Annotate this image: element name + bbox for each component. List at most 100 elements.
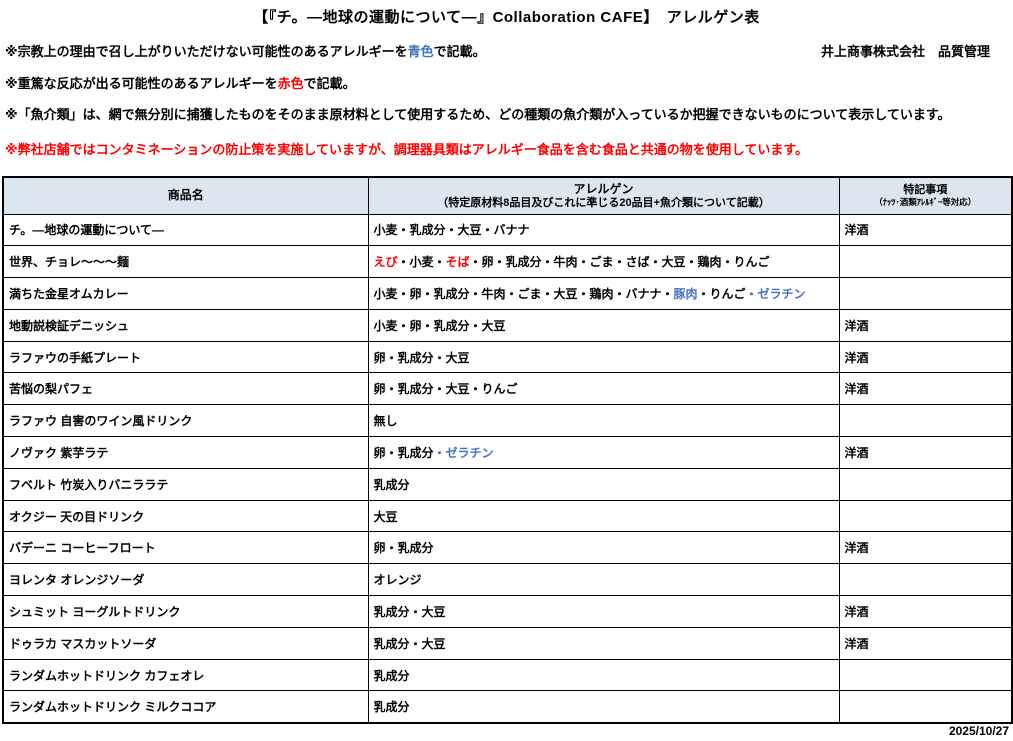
note-religious-allergy: ※宗教上の理由で召し上がりいただけない可能性のあるアレルギーを青色で記載。 [5, 41, 486, 60]
text-segment: 乳成分 [373, 668, 410, 683]
text-segment: ・ゼラチン [433, 445, 494, 460]
table-row: 苦悩の梨パフェ 卵・乳成分・大豆・りんご 洋酒 [2, 372, 1013, 406]
header-product: 商品名 [2, 176, 369, 215]
table-row: ドゥラカ マスカットソーダ 乳成分・大豆 洋酒 [2, 626, 1013, 660]
company-name: 井上商事株式会社 品質管理 [820, 44, 990, 59]
allergen-cell: 小麦・卵・乳成分・大豆 [367, 308, 840, 342]
product-name-cell: ヨレンタ オレンジソーダ [2, 563, 369, 597]
header-row: 商品名 アレルゲン （特定原材料8品目及びこれに準じる20品目+魚介類について記… [2, 176, 1013, 215]
table-row: ランダムホットドリンク カフェオレ 乳成分 [2, 658, 1013, 692]
text-segment: ※「魚介類」は、網で無分別に捕獲したものをそのまま原材料として使用するため、どの… [5, 107, 951, 122]
product-name-cell: ランダムホットドリンク ミルクココア [2, 690, 369, 724]
table-row: バデーニ コーヒーフロート 卵・乳成分 洋酒 [2, 531, 1013, 565]
text-segment: ※弊社店舗ではコンタミネーションの防止策を実施していますが、調理器具類はアレルギ… [5, 142, 809, 157]
note-severe-reaction: ※重篤な反応が出る可能性のあるアレルギーを赤色で記載。 [5, 73, 356, 92]
allergen-cell: 卵・乳成分・大豆 [367, 340, 840, 374]
special-note-cell: 洋酒 [838, 308, 1013, 342]
text-segment: えび [373, 255, 398, 270]
header-allergen-label: アレルゲン [573, 181, 634, 196]
text-segment: 青色 [407, 44, 434, 59]
header-product-label: 商品名 [167, 188, 204, 203]
product-name-cell: ドゥラカ マスカットソーダ [2, 626, 369, 660]
header-special-notes: 特記事項 （ﾅｯﾂ･酒類ｱﾚﾙｷﾞｰ等対応） [838, 176, 1013, 215]
product-name-cell: 満ちた金星オムカレー [2, 277, 369, 310]
table-row: ノヴァク 紫芋ラテ 卵・乳成分・ゼラチン 洋酒 [2, 436, 1013, 469]
allergen-cell: 大豆 [367, 499, 840, 533]
allergen-cell: 卵・乳成分・ゼラチン [367, 436, 840, 469]
text-segment: オレンジ [373, 573, 422, 588]
date-label: 2025/10/27 [948, 724, 1009, 738]
allergen-cell: オレンジ [367, 563, 840, 597]
allergen-cell: えび・小麦・そば・卵・乳成分・牛肉・ごま・さば・大豆・鶏肉・りんご [367, 245, 840, 279]
text-segment: 乳成分 [373, 477, 410, 492]
table-body: チ。―地球の運動について― 小麦・乳成分・大豆・バナナ 洋酒 世界、チョレ～～～麺 えび… [2, 213, 1013, 724]
special-note-cell [838, 277, 1013, 310]
text-segment: ※重篤な反応が出る可能性のあるアレルギーを [5, 76, 278, 91]
text-segment: 乳成分 [373, 700, 410, 715]
header-special-notes-sublabel: （ﾅｯﾂ･酒類ｱﾚﾙｷﾞｰ等対応） [874, 196, 977, 207]
product-name-cell: ラファウの手紙プレート [2, 340, 369, 374]
product-name-cell: ノヴァク 紫芋ラテ [2, 436, 369, 469]
text-segment: ・ゼラチン [745, 286, 806, 301]
text-segment: 卵・乳成分・大豆 [373, 350, 470, 365]
special-note-cell: 洋酒 [838, 340, 1013, 374]
product-name-cell: オクジー 天の目ドリンク [2, 499, 369, 533]
text-segment: 卵・乳成分・大豆・りんご [373, 382, 518, 397]
special-note-cell: 洋酒 [838, 213, 1013, 247]
text-segment: 卵・乳成分 [373, 445, 434, 460]
special-note-cell: 洋酒 [838, 626, 1013, 660]
allergen-table: 商品名 アレルゲン （特定原材料8品目及びこれに準じる20品目+魚介類について記… [2, 176, 1013, 724]
text-segment: 豚肉 [673, 286, 698, 301]
special-note-cell [838, 467, 1013, 501]
allergen-cell: 乳成分・大豆 [367, 626, 840, 660]
header-allergen-sublabel: （特定原材料8品目及びこれに準じる20品目+魚介類について記載） [437, 196, 770, 209]
product-name-cell: ランダムホットドリンク カフェオレ [2, 658, 369, 692]
product-name-cell: シュミット ヨーグルトドリンク [2, 595, 369, 628]
product-name-cell: ラファウ 自害のワイン風ドリンク [2, 404, 369, 438]
product-name-cell: 地動説検証デニッシュ [2, 308, 369, 342]
text-segment: 小麦・卵・乳成分・大豆 [373, 318, 506, 333]
product-name-cell: バデーニ コーヒーフロート [2, 531, 369, 565]
text-segment: 乳成分・大豆 [373, 604, 446, 619]
product-name-cell: 世界、チョレ～～～麺 [2, 245, 369, 279]
special-note-cell: 洋酒 [838, 372, 1013, 406]
product-name-cell: 苦悩の梨パフェ [2, 372, 369, 406]
table-row: チ。―地球の運動について― 小麦・乳成分・大豆・バナナ 洋酒 [2, 213, 1013, 247]
text-segment: ・卵・乳成分・牛肉・ごま・さば・大豆・鶏肉・りんご [469, 255, 770, 270]
special-note-cell: 洋酒 [838, 595, 1013, 628]
text-segment: 大豆 [373, 509, 398, 524]
table-header: 商品名 アレルゲン （特定原材料8品目及びこれに準じる20品目+魚介類について記… [2, 176, 1013, 215]
text-segment: 赤色 [277, 76, 304, 91]
text-segment: 乳成分・大豆 [373, 636, 446, 651]
product-name-cell: チ。―地球の運動について― [2, 213, 369, 247]
text-segment: 小麦・乳成分・大豆・バナナ [373, 223, 530, 238]
special-note-cell [838, 690, 1013, 724]
header-allergen: アレルゲン （特定原材料8品目及びこれに準じる20品目+魚介類について記載） [367, 176, 840, 215]
text-segment: ・小麦・ [397, 255, 446, 270]
table-row: ヨレンタ オレンジソーダ オレンジ [2, 563, 1013, 597]
allergen-cell: 無し [367, 404, 840, 438]
allergen-cell: 乳成分 [367, 658, 840, 692]
allergen-cell: 卵・乳成分 [367, 531, 840, 565]
table-row: 地動説検証デニッシュ 小麦・卵・乳成分・大豆 洋酒 [2, 308, 1013, 342]
special-note-cell [838, 658, 1013, 692]
table-row: フベルト 竹炭入りバニララテ 乳成分 [2, 467, 1013, 501]
table-row: ラファウの手紙プレート 卵・乳成分・大豆 洋酒 [2, 340, 1013, 374]
table-row: 世界、チョレ～～～麺 えび・小麦・そば・卵・乳成分・牛肉・ごま・さば・大豆・鶏肉・… [2, 245, 1013, 279]
product-name-cell: フベルト 竹炭入りバニララテ [2, 467, 369, 501]
text-segment: で記載。 [303, 76, 356, 91]
text-segment: で記載。 [433, 44, 486, 59]
table-row: ランダムホットドリンク ミルクココア 乳成分 [2, 690, 1013, 724]
special-note-cell [838, 563, 1013, 597]
header-special-notes-label: 特記事項 [903, 183, 948, 196]
allergen-cell: 乳成分・大豆 [367, 595, 840, 628]
text-segment: そば [445, 255, 470, 270]
table-row: シュミット ヨーグルトドリンク 乳成分・大豆 洋酒 [2, 595, 1013, 628]
table-row: ラファウ 自害のワイン風ドリンク 無し [2, 404, 1013, 438]
special-note-cell [838, 499, 1013, 533]
allergen-cell: 小麦・乳成分・大豆・バナナ [367, 213, 840, 247]
allergen-cell: 卵・乳成分・大豆・りんご [367, 372, 840, 406]
note-seafood-category: ※「魚介類」は、網で無分別に捕獲したものをそのまま原材料として使用するため、どの… [5, 104, 951, 123]
allergen-cell: 小麦・卵・乳成分・牛肉・ごま・大豆・鶏肉・バナナ・豚肉・りんご・ゼラチン [367, 277, 840, 310]
